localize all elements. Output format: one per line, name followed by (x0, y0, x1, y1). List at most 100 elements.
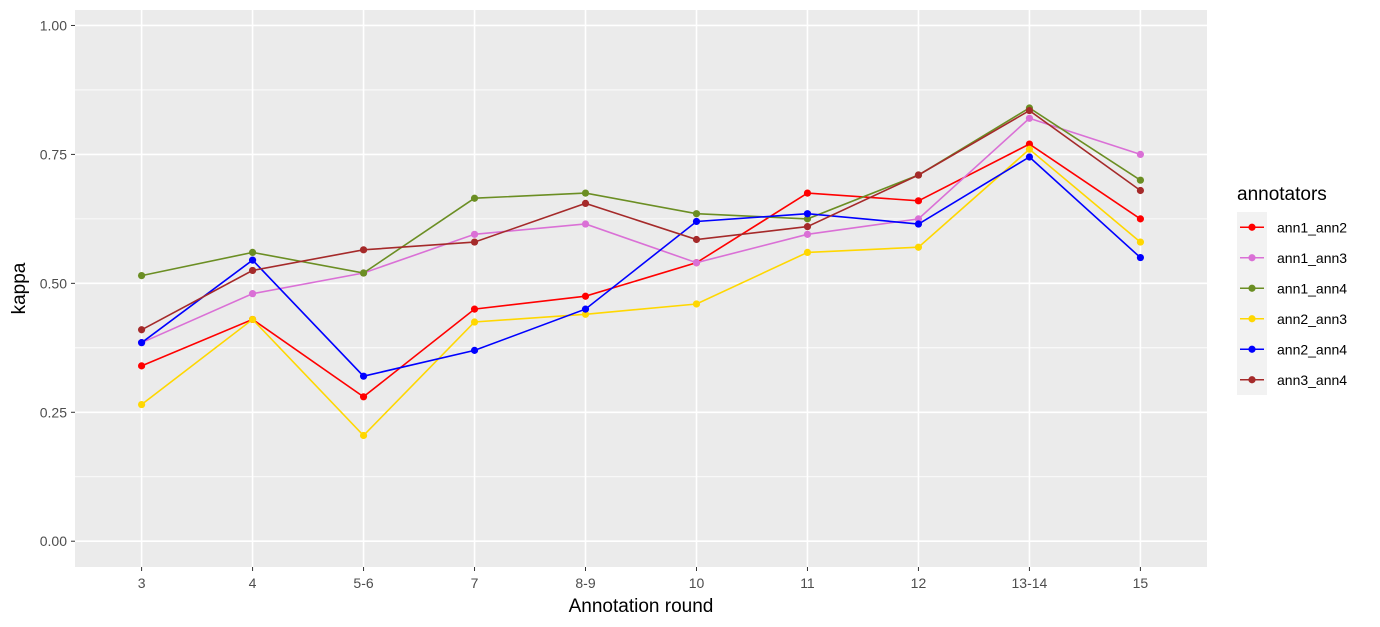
data-point (914, 171, 923, 179)
series-line (141, 109, 1141, 331)
x-tick-label: 10 (689, 575, 705, 591)
data-point (359, 269, 368, 277)
data-point (1136, 186, 1145, 195)
series-line (141, 117, 1141, 344)
data-point (470, 318, 479, 326)
data-point (248, 256, 257, 264)
data-point (803, 223, 812, 231)
legend-item-ann3_ann4: ann3_ann4 (1240, 372, 1347, 388)
data-point (248, 315, 257, 324)
data-point (803, 210, 812, 218)
legend-label: ann1_ann4 (1277, 280, 1347, 296)
data-point (470, 194, 479, 202)
legend-item-ann2_ann4: ann2_ann4 (1240, 341, 1347, 357)
legend-key-point (1248, 376, 1256, 384)
data-point (248, 266, 257, 275)
y-tick-label: 0.25 (40, 404, 67, 420)
data-point (248, 290, 257, 298)
legend-key-point (1248, 254, 1256, 262)
data-point (359, 246, 368, 254)
x-tick-label: 11 (800, 575, 815, 591)
legend-key-background (1237, 212, 1267, 395)
series-ann2_ann3 (137, 145, 1145, 440)
legend-label: ann3_ann4 (1277, 372, 1347, 388)
data-point (1136, 176, 1145, 184)
legend-label: ann2_ann4 (1277, 341, 1347, 357)
legend-label: ann2_ann3 (1277, 311, 1347, 327)
series-line (141, 156, 1141, 378)
data-point (1136, 253, 1145, 262)
data-point (803, 230, 812, 238)
data-point (470, 230, 479, 238)
legend-title: annotators (1237, 184, 1327, 205)
data-point (1025, 106, 1034, 115)
y-axis-title: kappa (9, 262, 30, 314)
data-point (359, 372, 368, 380)
y-tick-label: 0.75 (40, 146, 67, 162)
legend-key-point (1248, 223, 1256, 231)
data-point (359, 393, 368, 401)
x-tick-label: 4 (249, 575, 257, 591)
minor-gridlines (75, 89, 1207, 478)
data-point (803, 248, 812, 256)
legend-item-ann2_ann3: ann2_ann3 (1240, 311, 1347, 327)
series-ann3_ann4 (137, 106, 1145, 334)
data-point (581, 310, 590, 318)
legend-key-point (1248, 284, 1256, 292)
data-point (137, 362, 146, 370)
data-point (137, 272, 146, 280)
x-tick-label: 5-6 (353, 575, 373, 591)
data-point (1136, 215, 1145, 223)
series-layer (137, 104, 1145, 440)
data-point (581, 199, 590, 208)
data-point (359, 431, 368, 440)
y-tick-label: 0.00 (40, 533, 67, 549)
data-point (1136, 238, 1145, 246)
data-point (137, 326, 146, 334)
x-tick-label: 8-9 (575, 575, 595, 591)
data-point (1025, 140, 1034, 148)
series-line (141, 148, 1141, 437)
legend-key-point (1248, 345, 1256, 353)
plot-panel (75, 10, 1207, 567)
x-tick-label: 3 (138, 575, 146, 591)
data-point (914, 215, 923, 223)
x-axis-title: Annotation round (569, 596, 714, 617)
x-tick-label: 12 (911, 575, 927, 591)
legend-item-ann1_ann3: ann1_ann3 (1240, 250, 1347, 266)
x-axis: 3 4 5-6 7 8-9 10 11 12 13-14 15 (138, 567, 1148, 591)
series-line (141, 107, 1141, 277)
data-point (137, 400, 146, 409)
data-point (248, 248, 257, 256)
x-tick-label: 13-14 (1012, 575, 1048, 591)
data-point (470, 238, 479, 246)
data-point (914, 243, 923, 251)
data-point (470, 346, 479, 354)
data-point (1025, 153, 1034, 161)
data-point (1025, 145, 1034, 153)
legend-label: ann1_ann3 (1277, 250, 1347, 266)
data-point (581, 189, 590, 197)
data-point (692, 259, 701, 267)
data-point (581, 305, 590, 313)
data-point (581, 292, 590, 300)
data-point (1025, 114, 1034, 122)
data-point (914, 197, 923, 205)
series-ann2_ann4 (137, 153, 1145, 380)
y-tick-label: 1.00 (40, 17, 67, 33)
series-line (141, 143, 1141, 398)
legend-item-ann1_ann4: ann1_ann4 (1240, 280, 1347, 296)
data-point (692, 300, 701, 308)
data-point (1136, 150, 1145, 159)
data-point (470, 305, 479, 313)
data-point (692, 217, 701, 226)
data-point (581, 220, 590, 228)
legend-item-ann1_ann2: ann1_ann2 (1240, 219, 1347, 235)
data-point (692, 235, 701, 244)
data-point (803, 189, 812, 197)
x-tick-label: 7 (471, 575, 479, 591)
data-point (803, 215, 812, 223)
legend-label: ann1_ann2 (1277, 219, 1347, 235)
data-point (692, 210, 701, 218)
